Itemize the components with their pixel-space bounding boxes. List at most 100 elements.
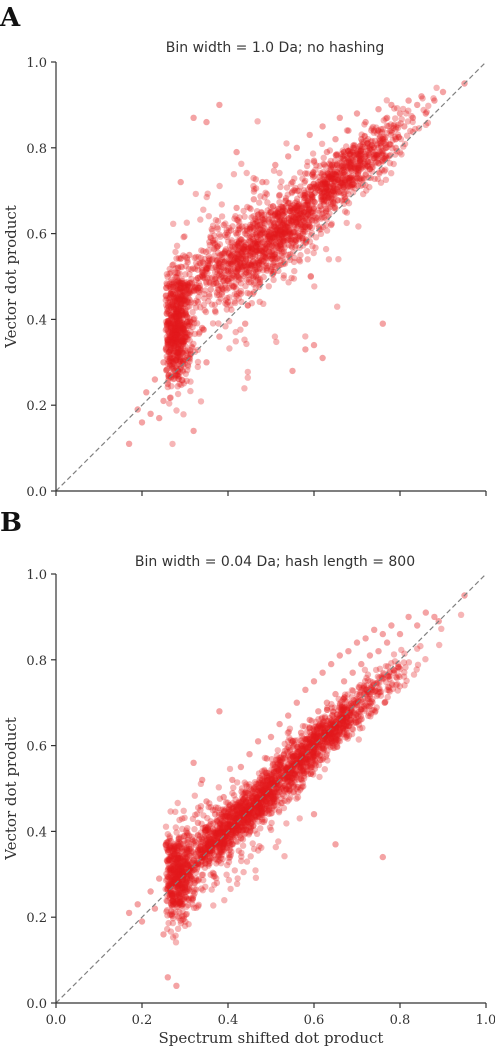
data-point (350, 144, 358, 152)
data-point (319, 180, 326, 187)
data-point (184, 298, 191, 306)
data-point (227, 269, 234, 277)
data-point (178, 334, 185, 342)
data-point (273, 255, 281, 262)
data-point (288, 274, 295, 282)
data-point (172, 303, 179, 310)
data-point (362, 170, 369, 177)
data-point (183, 377, 190, 384)
data-point (169, 297, 177, 305)
data-point (332, 188, 339, 195)
data-point (225, 253, 232, 260)
data-point (310, 212, 317, 219)
data-point (230, 257, 238, 264)
data-point (233, 285, 240, 292)
data-point (165, 307, 172, 315)
data-point (362, 164, 369, 171)
data-point (321, 180, 328, 188)
data-point (173, 351, 181, 359)
data-point (172, 310, 179, 317)
data-point (174, 345, 181, 352)
data-point (268, 775, 275, 783)
data-point (233, 231, 240, 238)
data-point (307, 739, 314, 747)
data-point (185, 289, 192, 296)
data-point (249, 231, 256, 238)
data-point (396, 110, 404, 117)
data-point (167, 302, 174, 309)
data-point (269, 237, 276, 245)
data-point (288, 205, 295, 212)
data-point (227, 253, 234, 260)
data-point (309, 209, 316, 216)
data-point (276, 169, 283, 177)
data-point (168, 324, 176, 332)
data-point (262, 254, 269, 261)
data-point (295, 216, 302, 223)
data-point (270, 229, 278, 237)
data-point (230, 171, 238, 178)
data-point (174, 349, 181, 357)
data-point (185, 322, 192, 330)
data-point (229, 243, 236, 250)
data-point (163, 353, 170, 360)
data-point (291, 267, 298, 275)
data-point (178, 307, 185, 314)
data-point (202, 266, 210, 273)
data-point (243, 269, 250, 276)
data-point (229, 223, 236, 230)
data-point (228, 274, 235, 282)
data-point (279, 237, 287, 244)
data-point (186, 283, 193, 290)
data-point (318, 206, 325, 213)
data-point (308, 217, 316, 224)
data-point (175, 312, 183, 319)
data-point (188, 266, 195, 273)
data-point (238, 240, 245, 247)
data-point (264, 199, 271, 206)
data-point (186, 346, 194, 354)
data-point (167, 321, 175, 328)
data-point (301, 745, 308, 752)
data-point (393, 674, 401, 682)
data-point (173, 331, 181, 338)
data-point (294, 205, 301, 212)
data-point (233, 253, 240, 260)
data-point (398, 151, 405, 158)
y-axis-label: Vector dot product (2, 205, 20, 349)
data-point (199, 273, 207, 280)
data-point (184, 333, 191, 341)
data-point (312, 189, 319, 196)
data-point (309, 209, 316, 216)
data-point (203, 278, 210, 286)
data-point (322, 245, 330, 253)
data-point (285, 241, 292, 249)
data-point (256, 225, 263, 232)
data-point (278, 246, 285, 253)
data-point (300, 228, 308, 235)
data-point (258, 214, 266, 221)
data-point (395, 121, 402, 128)
data-point (261, 253, 268, 260)
data-point (199, 270, 207, 277)
data-point (264, 235, 272, 242)
data-point (234, 272, 241, 279)
data-point (276, 216, 283, 223)
data-point (178, 263, 186, 271)
data-point (263, 235, 271, 243)
data-point (216, 333, 223, 340)
data-point (343, 209, 351, 216)
data-point (178, 300, 185, 307)
data-point (275, 267, 282, 275)
data-point (221, 232, 229, 239)
data-point (169, 934, 177, 941)
data-point (169, 358, 177, 366)
data-point (184, 280, 191, 288)
data-point (180, 350, 187, 358)
data-point (206, 241, 213, 249)
data-point (200, 206, 207, 213)
data-point (251, 226, 258, 234)
data-point (280, 249, 287, 256)
data-point (331, 170, 338, 177)
data-point (275, 809, 283, 816)
